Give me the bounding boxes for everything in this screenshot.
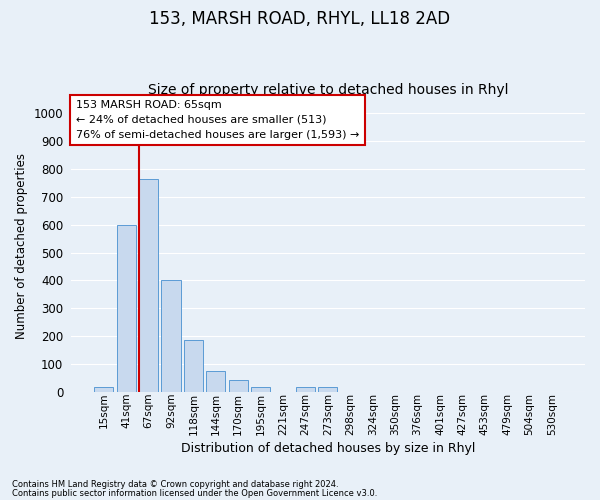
Text: 153 MARSH ROAD: 65sqm
← 24% of detached houses are smaller (513)
76% of semi-det: 153 MARSH ROAD: 65sqm ← 24% of detached …	[76, 100, 359, 140]
Text: 153, MARSH ROAD, RHYL, LL18 2AD: 153, MARSH ROAD, RHYL, LL18 2AD	[149, 10, 451, 28]
Y-axis label: Number of detached properties: Number of detached properties	[15, 152, 28, 338]
Bar	[296, 388, 315, 392]
Text: Contains public sector information licensed under the Open Government Licence v3: Contains public sector information licen…	[12, 490, 377, 498]
X-axis label: Distribution of detached houses by size in Rhyl: Distribution of detached houses by size …	[181, 442, 475, 455]
Bar	[161, 280, 181, 392]
Title: Size of property relative to detached houses in Rhyl: Size of property relative to detached ho…	[148, 83, 508, 97]
Bar	[319, 388, 337, 392]
Bar	[251, 388, 270, 392]
Bar	[229, 380, 248, 392]
Bar	[206, 370, 226, 392]
Bar	[116, 224, 136, 392]
Bar	[184, 340, 203, 392]
Text: Contains HM Land Registry data © Crown copyright and database right 2024.: Contains HM Land Registry data © Crown c…	[12, 480, 338, 489]
Bar	[94, 388, 113, 392]
Bar	[139, 179, 158, 392]
